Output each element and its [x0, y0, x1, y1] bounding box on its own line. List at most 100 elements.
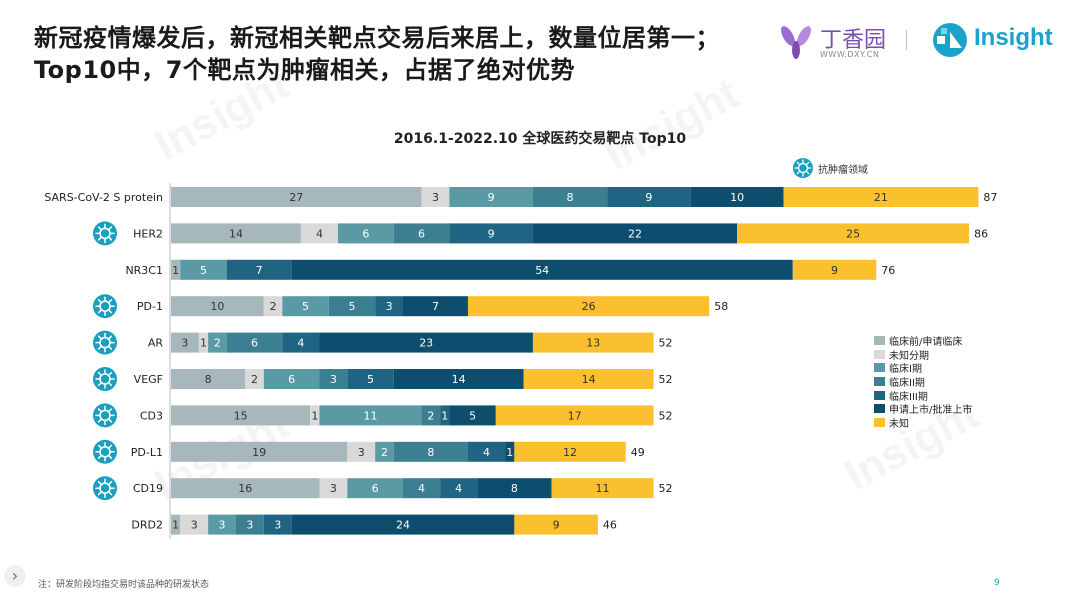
virus-icon: [93, 330, 117, 355]
segment-value-label: 25: [846, 227, 860, 240]
segment-value-label: 14: [452, 373, 466, 386]
segment-value-label: 9: [831, 264, 838, 277]
bar-segment: [449, 187, 533, 207]
bar-segment: [291, 259, 793, 280]
segment-value-label: 8: [205, 373, 212, 386]
legend-swatch: [874, 417, 885, 427]
category-label: PD-L1: [131, 446, 163, 459]
bar-segment: [171, 187, 422, 207]
virus-icon: [93, 367, 117, 391]
segment-value-label: 14: [582, 373, 596, 386]
segment-value-label: 2: [270, 300, 277, 313]
category-label: CD19: [133, 482, 163, 495]
bar-segment: [171, 223, 301, 244]
bar-segment: [514, 514, 598, 535]
bar-segment: [198, 332, 209, 353]
bar-segment: [393, 223, 450, 244]
bar-segment: [263, 369, 320, 389]
legend-label: 临床III期: [889, 391, 928, 403]
bar-segment: [792, 259, 877, 280]
bar-segment: [291, 514, 515, 535]
segment-value-label: 3: [330, 373, 337, 386]
legend-item: 临床前/申请临床: [874, 334, 972, 348]
bar-segment: [514, 441, 626, 462]
bar-segment: [467, 296, 710, 317]
bar-segment: [393, 369, 524, 389]
bar-segment: [319, 405, 422, 426]
bar-segment: [235, 514, 264, 535]
segment-value-label: 4: [316, 227, 323, 240]
legend-label: 未知分期: [889, 350, 929, 362]
bar-segment: [171, 405, 311, 426]
legend-swatch: [874, 336, 885, 346]
segment-value-label: 10: [730, 191, 744, 204]
bar-segment: [532, 332, 654, 353]
insight-name: Insight: [974, 24, 1053, 51]
bar-segment: [347, 369, 394, 389]
segment-value-label: 5: [348, 300, 355, 313]
total-label: 52: [659, 409, 673, 422]
legend-item: 未知: [874, 416, 972, 430]
bar-segment: [300, 223, 339, 244]
segment-value-label: 26: [582, 300, 596, 313]
bar-segment: [421, 187, 450, 207]
segment-value-label: 6: [372, 482, 379, 495]
segment-value-label: 13: [586, 337, 600, 350]
bar-segment: [440, 478, 478, 499]
bar-segment: [180, 259, 227, 280]
dxy-name: 丁香园: [820, 28, 887, 53]
segment-value-label: 6: [251, 337, 258, 350]
virus-icon: [93, 476, 117, 501]
segment-value-label: 1: [506, 446, 513, 459]
total-label: 87: [983, 191, 997, 204]
legend-item: 未知分期: [874, 348, 972, 362]
dxy-logo: 丁香园 WWW.DXY.CN: [776, 20, 886, 64]
segment-value-label: 7: [432, 300, 439, 313]
dxy-url: WWW.DXY.CN: [820, 50, 880, 59]
virus-icon: [93, 439, 117, 464]
segment-value-label: 12: [563, 446, 577, 459]
total-label: 86: [974, 227, 988, 240]
category-label: PD-1: [137, 300, 163, 313]
legend-swatch: [874, 377, 885, 387]
category-label: AR: [148, 337, 164, 350]
bar-segment: [347, 441, 376, 462]
chevron-right-icon[interactable]: ›: [4, 565, 26, 587]
segment-value-label: 9: [488, 227, 495, 240]
virus-icon: [93, 294, 117, 319]
segment-value-label: 2: [251, 373, 258, 386]
bar-segment: [403, 296, 468, 317]
segment-value-label: 4: [455, 482, 462, 495]
segment-value-label: 24: [396, 519, 410, 532]
bar-segment: [347, 478, 403, 499]
total-label: 52: [659, 482, 673, 495]
oncology-legend-label: 抗肿瘤领域: [818, 164, 868, 176]
bar-segment: [338, 223, 394, 244]
bar-segment: [477, 478, 552, 499]
bar-segment: [171, 259, 181, 280]
bar-segment: [180, 514, 209, 535]
legend-swatch: [874, 363, 885, 373]
segment-value-label: 11: [596, 482, 610, 495]
total-label: 52: [659, 337, 673, 350]
legend-swatch: [874, 390, 885, 400]
legend-label: 临床I期: [889, 364, 922, 376]
segment-value-label: 3: [181, 337, 188, 350]
segment-value-label: 15: [234, 409, 248, 422]
legend-label: 申请上市/批准上市: [889, 405, 973, 417]
bar-segment: [245, 369, 264, 389]
bar-segment: [226, 332, 283, 353]
bar-segment: [171, 478, 320, 499]
page-number: 9: [994, 578, 1000, 588]
segment-value-label: 5: [469, 409, 476, 422]
bar-segment: [467, 441, 506, 462]
legend-swatch: [874, 349, 885, 359]
total-label: 58: [714, 300, 728, 313]
virus-icon: [793, 158, 813, 178]
total-label: 46: [603, 519, 617, 532]
bar-segment: [263, 514, 292, 535]
segment-value-label: 1: [311, 409, 318, 422]
chart-title: 2016.1-2022.10 全球医药交易靶点 Top10: [393, 131, 687, 147]
dxy-flower-icon: [781, 26, 811, 59]
